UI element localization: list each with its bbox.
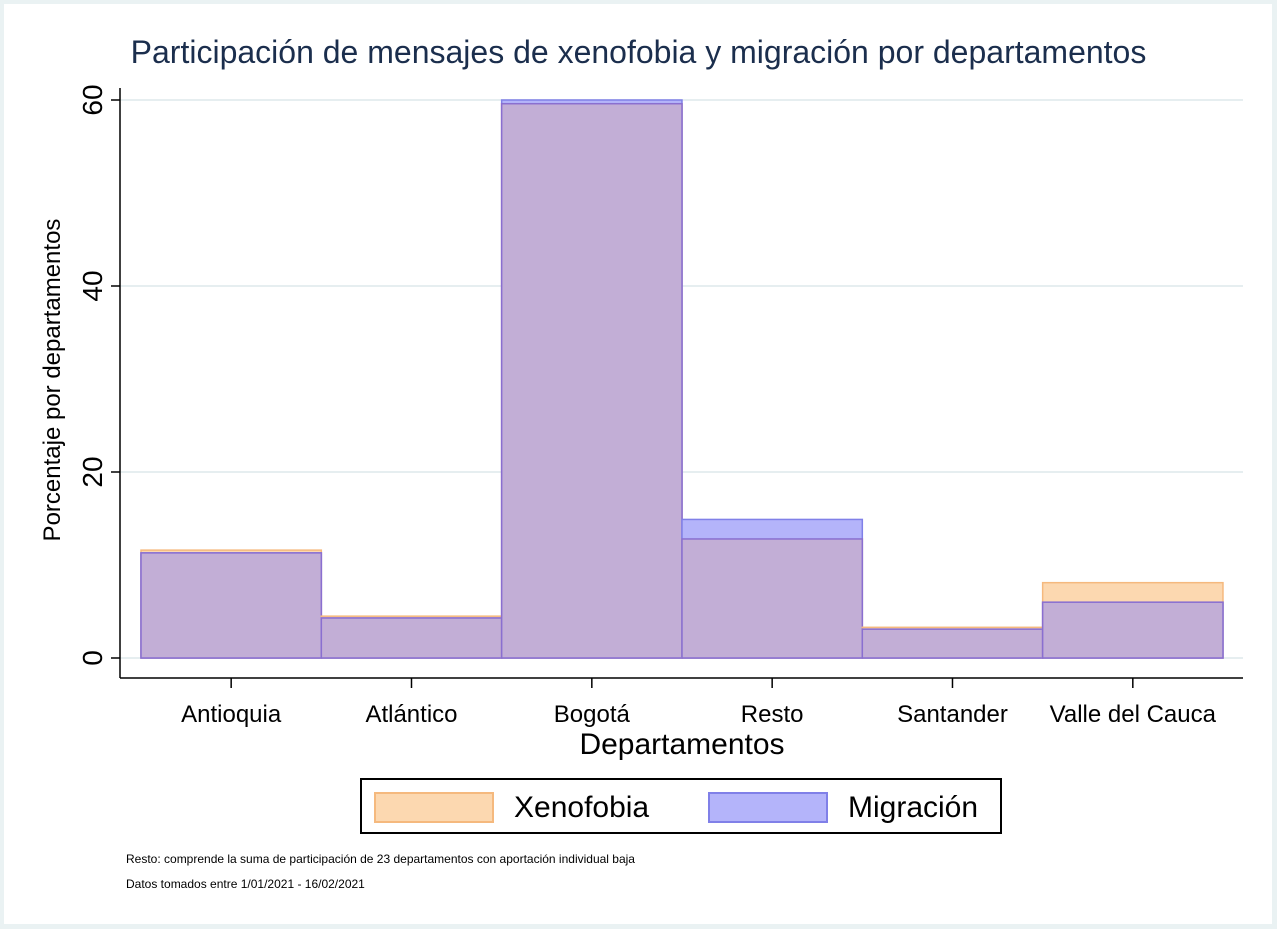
bar-overlap-atlantico (320, 617, 503, 659)
x-tick-label-resto: Resto (741, 701, 804, 728)
bar-overlap-santander (861, 628, 1044, 659)
bar-overlap-valle-del-cauca (1041, 601, 1224, 659)
y-ticks: 0 20 40 60 (77, 84, 120, 666)
x-tick-label-antioquia: Antioquia (181, 701, 282, 728)
x-ticks: Antioquia Atlántico Bogotá Resto Santander Va… (181, 678, 1217, 728)
bar-overlap-antioquia (140, 552, 323, 659)
x-axis-label: Departamentos (579, 728, 784, 761)
legend-label-migracion: Migración (848, 791, 979, 824)
bar-overlap-resto (681, 538, 864, 659)
legend-swatch-migracion (708, 792, 828, 823)
legend-label-xenofobia: Xenofobia (514, 791, 650, 824)
y-tick-label-40: 40 (77, 270, 108, 301)
x-tick-label-valle-del-cauca: Valle del Cauca (1050, 701, 1217, 728)
bars (140, 99, 1224, 659)
x-tick-label-atlantico: Atlántico (365, 701, 457, 728)
legend: Xenofobia Migración (360, 778, 1002, 834)
bar-overlap-bogota (500, 102, 683, 659)
y-tick-label-0: 0 (77, 650, 108, 666)
x-tick-label-santander: Santander (897, 701, 1008, 728)
y-tick-label-60: 60 (77, 84, 108, 115)
axes (119, 88, 1243, 679)
x-tick-label-bogota: Bogotá (554, 701, 631, 728)
note-dates: Datos tomados entre 1/01/2021 - 16/02/20… (126, 877, 365, 891)
note-resto: Resto: comprende la suma de participació… (126, 852, 635, 866)
y-tick-label-20: 20 (77, 456, 108, 487)
y-axis-label: Porcentaje por departamentos (39, 219, 66, 542)
chart-title: Participación de mensajes de xenofobia y… (130, 34, 1147, 70)
legend-swatch-xenofobia (374, 792, 494, 823)
